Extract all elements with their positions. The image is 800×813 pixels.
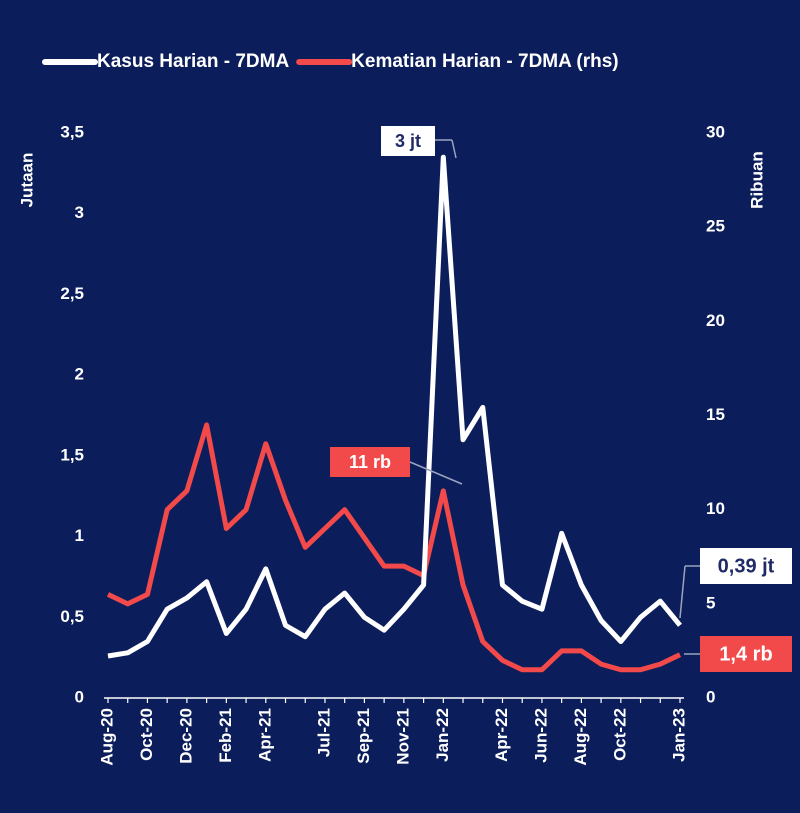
y2-axis-label: Ribuan: [747, 151, 766, 209]
x-tick-label: Nov-21: [393, 708, 412, 765]
y-tick-label: 1: [75, 526, 84, 545]
annotation: 0,39 jt: [718, 555, 775, 577]
x-tick-label: Jan-23: [669, 708, 688, 762]
x-tick-label: Aug-20: [97, 708, 116, 766]
x-tick-label: Oct-20: [137, 708, 156, 761]
annotation-box: [381, 126, 435, 156]
y2-tick-label: 15: [706, 405, 725, 424]
annotation: 3 jt: [395, 131, 421, 151]
y2-tick-label: 5: [706, 593, 715, 612]
y-tick-label: 1,5: [60, 445, 84, 464]
leader-line: [451, 139, 457, 159]
y2-tick-label: 10: [706, 499, 725, 518]
x-tick-label: Jul-21: [314, 708, 333, 757]
annotation: 1,4 rb: [719, 643, 772, 665]
y-tick-label: 0: [75, 687, 84, 706]
y2-tick-label: 25: [706, 217, 725, 236]
y2-tick-label: 20: [706, 311, 725, 330]
x-tick-label: Jan-22: [433, 708, 452, 762]
y2-tick-label: 30: [706, 122, 725, 141]
annotation-box: [700, 548, 792, 584]
x-tick-label: Feb-21: [216, 708, 235, 763]
x-tick-label: Jun-22: [531, 708, 550, 763]
y-tick-label: 3: [75, 203, 84, 222]
series-line: [106, 422, 682, 673]
legend-label: Kasus Harian - 7DMA: [97, 51, 289, 72]
x-tick-label: Aug-22: [571, 708, 590, 766]
y-tick-label: 0,5: [60, 607, 84, 626]
y-tick-label: 3,5: [60, 122, 84, 141]
y2-tick-label: 0: [706, 687, 715, 706]
y-axis-label: Jutaan: [17, 153, 36, 208]
x-tick-label: Apr-21: [255, 708, 274, 762]
y-tick-label: 2,5: [60, 284, 84, 303]
leader-line: [679, 565, 686, 619]
x-tick-label: Dec-20: [176, 708, 195, 764]
series-line: [107, 154, 682, 659]
x-tick-label: Apr-22: [492, 708, 511, 762]
y-tick-label: 2: [75, 365, 84, 384]
annotation-box: [700, 636, 792, 672]
legend-label: Kematian Harian - 7DMA (rhs): [351, 51, 618, 72]
annotation: 11 rb: [349, 452, 391, 472]
x-tick-label: Oct-22: [610, 708, 629, 761]
annotation-box: [330, 447, 410, 477]
leader-line: [409, 461, 463, 485]
x-tick-label: Sep-21: [354, 708, 373, 764]
